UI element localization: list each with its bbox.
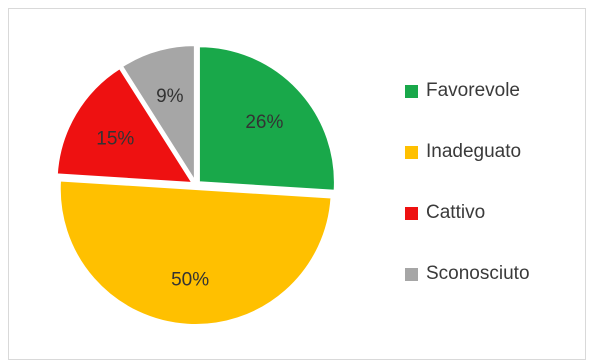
legend: Favorevole Inadeguato Cattivo Sconosciut… <box>405 80 530 324</box>
pie-slice-favorevole <box>197 45 336 192</box>
legend-swatch-favorevole <box>405 84 418 98</box>
pie-slice-sconosciuto <box>120 44 196 185</box>
legend-item-favorevole: Favorevole <box>405 80 530 102</box>
legend-swatch-cattivo <box>405 206 418 220</box>
legend-label-favorevole: Favorevole <box>426 80 520 101</box>
slice-label-inadeguato: 50% <box>171 270 209 291</box>
legend-item-cattivo: Cattivo <box>405 202 530 224</box>
legend-item-sconosciuto: Sconosciuto <box>405 263 530 285</box>
slice-label-sconosciuto: 9% <box>156 86 184 107</box>
legend-label-cattivo: Cattivo <box>426 202 486 223</box>
legend-swatch-sconosciuto <box>405 267 418 281</box>
legend-item-inadeguato: Inadeguato <box>405 141 530 163</box>
pie-slice-cattivo <box>55 66 195 185</box>
legend-swatch-inadeguato <box>405 145 418 159</box>
legend-label-sconosciuto: Sconosciuto <box>426 263 530 284</box>
pie-slice-inadeguato <box>58 179 333 326</box>
slice-label-cattivo: 15% <box>96 128 134 149</box>
slice-label-favorevole: 26% <box>245 112 283 133</box>
legend-label-inadeguato: Inadeguato <box>426 141 522 162</box>
